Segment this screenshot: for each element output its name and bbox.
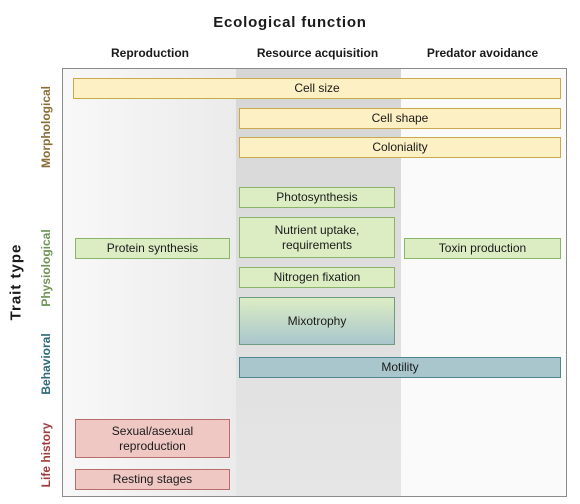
trait-cell-shape: Cell shape <box>239 108 561 129</box>
trait-toxin-production-label: Toxin production <box>438 241 527 256</box>
diagram-title: Ecological function <box>213 14 367 31</box>
y-axis-title: Trait type <box>7 243 25 321</box>
row-label-physiological: Physiological <box>39 229 53 307</box>
trait-sexual-asexual-label: Sexual/asexual reproduction <box>111 424 194 453</box>
column-header-predator-avoidance: Predator avoidance <box>426 46 539 60</box>
trait-photosynthesis: Photosynthesis <box>239 187 395 208</box>
trait-nutrient-uptake: Nutrient uptake, requirements <box>239 217 395 258</box>
row-label-morphological: Morphological <box>39 86 53 168</box>
column-header-reproduction: Reproduction <box>111 46 189 60</box>
column-band-predator-avoidance <box>401 69 566 496</box>
trait-motility-label: Motility <box>381 360 419 375</box>
trait-photosynthesis-label: Photosynthesis <box>276 190 358 205</box>
trait-toxin-production: Toxin production <box>404 238 561 259</box>
trait-cell-shape-label: Cell shape <box>371 111 429 126</box>
trait-nitrogen-fixation: Nitrogen fixation <box>239 267 395 288</box>
trait-motility: Motility <box>239 357 561 378</box>
trait-cell-size: Cell size <box>73 78 561 99</box>
trait-mixotrophy-label: Mixotrophy <box>287 313 347 328</box>
trait-protein-synthesis: Protein synthesis <box>75 238 230 259</box>
row-label-behavioral: Behavioral <box>39 333 53 395</box>
trait-protein-synthesis-label: Protein synthesis <box>106 241 199 256</box>
trait-nutrient-uptake-label: Nutrient uptake, requirements <box>274 223 360 252</box>
column-header-resource-acquisition: Resource acquisition <box>256 46 379 60</box>
row-label-life-history: Life history <box>39 422 53 488</box>
trait-resting-stages: Resting stages <box>75 469 230 490</box>
trait-coloniality-label: Coloniality <box>372 140 428 155</box>
trait-coloniality: Coloniality <box>239 137 561 158</box>
trait-resting-stages-label: Resting stages <box>112 472 193 487</box>
trait-nitrogen-fixation-label: Nitrogen fixation <box>273 270 361 285</box>
trait-sexual-asexual-reproduction: Sexual/asexual reproduction <box>75 419 230 458</box>
trait-cell-size-label: Cell size <box>294 81 340 96</box>
trait-mixotrophy: Mixotrophy <box>239 297 395 345</box>
